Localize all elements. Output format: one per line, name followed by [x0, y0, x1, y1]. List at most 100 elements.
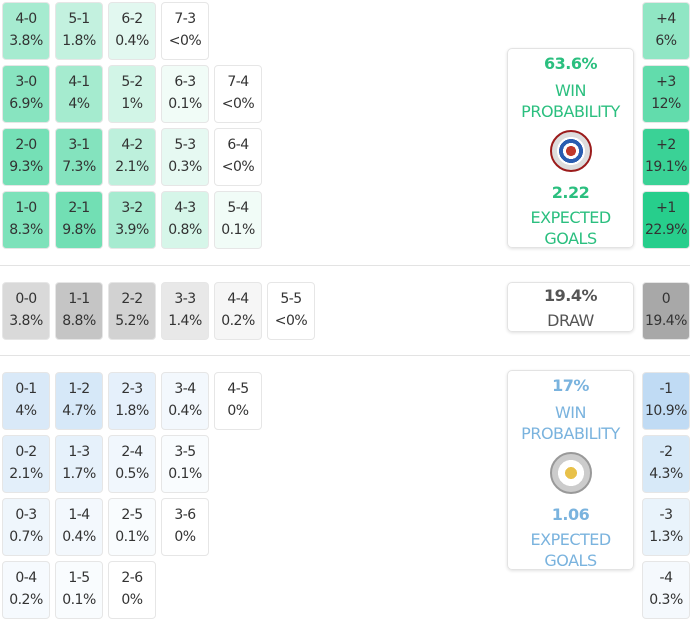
- scoreline-cell: 6-4 <0%: [214, 128, 262, 186]
- probability-label: 0.1%: [62, 592, 96, 608]
- probability-label: <0%: [168, 33, 202, 49]
- probability-label: 4.3%: [649, 466, 683, 482]
- scoreline-cell: 4-2 2.1%: [108, 128, 156, 186]
- score-label: 5-2: [121, 74, 143, 90]
- score-label: -2: [659, 444, 673, 460]
- score-label: 5-3: [174, 137, 196, 153]
- scoreline-cell: 3-5 0.1%: [161, 435, 209, 493]
- goal-margin-cell: -4 0.3%: [642, 561, 690, 619]
- score-label: +2: [656, 137, 676, 153]
- probability-label: 0.5%: [115, 466, 149, 482]
- scoreline-cell: 5-3 0.3%: [161, 128, 209, 186]
- scoreline-cell: 5-1 1.8%: [55, 2, 103, 60]
- probability-label: 2.1%: [115, 159, 149, 175]
- probability-label: 0.1%: [221, 222, 255, 238]
- score-label: 4-4: [227, 291, 249, 307]
- probability-label: 1.8%: [115, 403, 149, 419]
- probability-label: 6.9%: [9, 96, 43, 112]
- score-label: 0-1: [15, 381, 37, 397]
- score-label: +4: [656, 11, 676, 27]
- score-label: 3-4: [174, 381, 196, 397]
- goal-margin-cell: -3 1.3%: [642, 498, 690, 556]
- scoreline-cell: 3-4 0.4%: [161, 372, 209, 430]
- score-label: 6-4: [227, 137, 249, 153]
- score-label: 1-2: [68, 381, 90, 397]
- probability-label: 0.1%: [168, 466, 202, 482]
- scoreline-cell: 0-2 2.1%: [2, 435, 50, 493]
- probability-label: <0%: [274, 313, 308, 329]
- home-win-pct: 63.6%: [543, 54, 598, 73]
- score-label: 4-2: [121, 137, 143, 153]
- score-label: -1: [659, 381, 673, 397]
- away-xg-label: EXPECTED GOALS: [530, 530, 612, 570]
- probability-label: 0.7%: [9, 529, 43, 545]
- probability-label: 10.9%: [645, 403, 687, 419]
- scoreline-cell: 1-5 0.1%: [55, 561, 103, 619]
- probability-label: 4%: [15, 403, 37, 419]
- probability-label: 9.8%: [62, 222, 96, 238]
- probability-label: 5.2%: [115, 313, 149, 329]
- scoreline-cell: 2-4 0.5%: [108, 435, 156, 493]
- score-label: 4-3: [174, 200, 196, 216]
- score-label: 2-2: [121, 291, 143, 307]
- divider: [0, 265, 690, 266]
- reading-fc-crest-icon: [549, 130, 592, 172]
- away-xg: 1.06: [551, 505, 590, 524]
- score-label: 4-0: [15, 11, 37, 27]
- score-label: 1-1: [68, 291, 90, 307]
- scoreline-cell: 7-4 <0%: [214, 65, 262, 123]
- probability-label: 0.2%: [9, 592, 43, 608]
- scoreline-cell: 2-6 0%: [108, 561, 156, 619]
- scoreline-cell: 0-4 0.2%: [2, 561, 50, 619]
- score-label: 4-1: [68, 74, 90, 90]
- scoreline-cell: 4-5 0%: [214, 372, 262, 430]
- score-label: 1-4: [68, 507, 90, 523]
- probability-label: 1.3%: [649, 529, 683, 545]
- probability-label: 9.3%: [9, 159, 43, 175]
- goal-margin-cell: -2 4.3%: [642, 435, 690, 493]
- probability-label: 3.8%: [9, 33, 43, 49]
- draw-summary-card: 19.4% DRAW: [507, 282, 634, 332]
- draw-pct: 19.4%: [543, 286, 598, 305]
- score-label: -4: [659, 570, 673, 586]
- probability-label: 12%: [651, 96, 681, 112]
- goal-margin-cell: +2 19.1%: [642, 128, 690, 186]
- away-win-pct: 17%: [552, 376, 589, 395]
- score-label: 0-2: [15, 444, 37, 460]
- probability-label: 4%: [68, 96, 90, 112]
- probability-label: 2.1%: [9, 466, 43, 482]
- score-label: 2-6: [121, 570, 143, 586]
- mk-dons-crest-icon: [549, 452, 592, 494]
- scoreline-cell: 1-2 4.7%: [55, 372, 103, 430]
- probability-label: 4.7%: [62, 403, 96, 419]
- scoreline-cell: 7-3 <0%: [161, 2, 209, 60]
- score-label: 0: [661, 291, 671, 307]
- score-label: 1-0: [15, 200, 37, 216]
- scoreline-cell: 3-1 7.3%: [55, 128, 103, 186]
- probability-label: <0%: [221, 159, 255, 175]
- scoreline-cell: 4-1 4%: [55, 65, 103, 123]
- goal-margin-cell: +1 22.9%: [642, 191, 690, 249]
- scoreline-cell: 5-5 <0%: [267, 282, 315, 340]
- home-win-label: WIN PROBABILITY: [521, 81, 620, 121]
- scoreline-cell: 2-5 0.1%: [108, 498, 156, 556]
- draw-label: DRAW: [547, 311, 594, 330]
- score-label: 1-5: [68, 570, 90, 586]
- home-summary-card: 63.6% WIN PROBABILITY 2.22 EXPECTED GOAL…: [507, 48, 634, 248]
- scoreline-cell: 6-2 0.4%: [108, 2, 156, 60]
- scoreline-cell: 3-2 3.9%: [108, 191, 156, 249]
- score-label: 2-4: [121, 444, 143, 460]
- probability-label: 8.3%: [9, 222, 43, 238]
- score-label: 3-1: [68, 137, 90, 153]
- scoreline-cell: 2-3 1.8%: [108, 372, 156, 430]
- score-label: 2-1: [68, 200, 90, 216]
- home-xg: 2.22: [551, 183, 590, 202]
- score-label: 6-2: [121, 11, 143, 27]
- probability-label: 19.4%: [645, 313, 687, 329]
- scoreline-cell: 4-3 0.8%: [161, 191, 209, 249]
- scoreline-cell: 1-4 0.4%: [55, 498, 103, 556]
- probability-label: 7.3%: [62, 159, 96, 175]
- scoreline-cell: 2-1 9.8%: [55, 191, 103, 249]
- score-label: 3-2: [121, 200, 143, 216]
- score-label: +3: [656, 74, 676, 90]
